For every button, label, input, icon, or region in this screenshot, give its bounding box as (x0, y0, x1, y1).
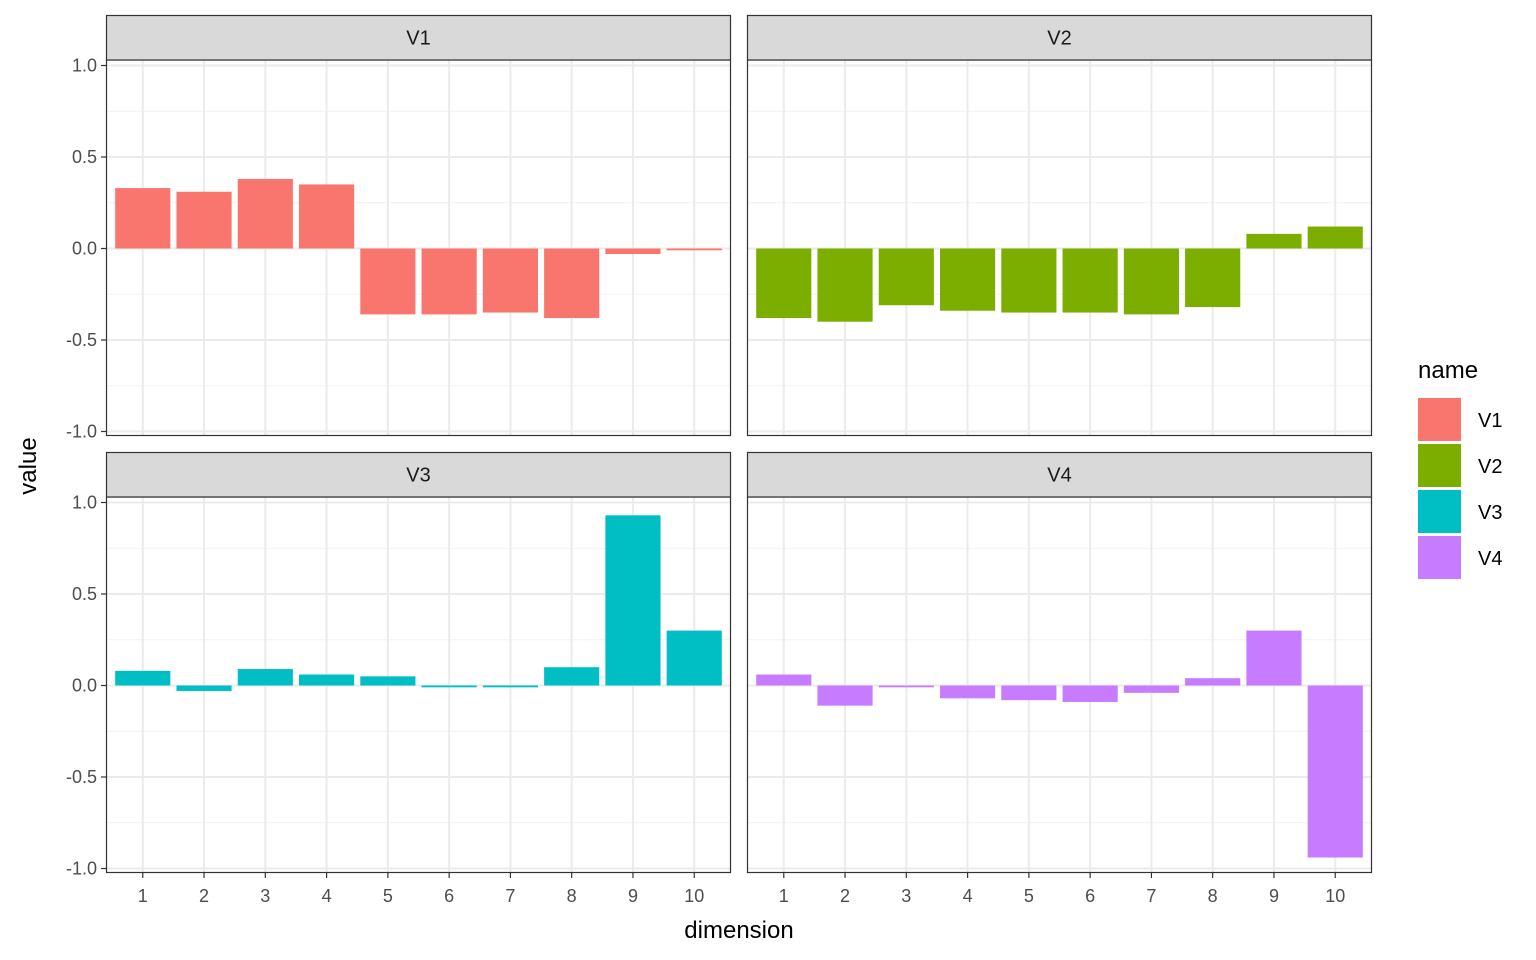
y-tick-label: -1.0 (66, 422, 97, 442)
bar-v1-3 (237, 178, 293, 249)
x-tick-label: 8 (567, 886, 577, 906)
bar-v2-1 (756, 248, 812, 319)
x-tick-label: 8 (1208, 886, 1218, 906)
facet-strip-label: V3 (406, 465, 430, 487)
y-tick-label: 0.5 (72, 584, 97, 604)
x-tick-label: 5 (383, 886, 393, 906)
legend-label-v3: V3 (1478, 502, 1502, 524)
x-tick-label: 4 (322, 886, 332, 906)
legend-key-v3 (1418, 490, 1461, 533)
facet-panel-v2: V2 (746, 14, 1373, 437)
x-tick-label: 10 (684, 886, 704, 906)
facet-strip-label: V4 (1047, 465, 1071, 487)
bar-v4-5 (1001, 685, 1057, 701)
legend-key-v4 (1418, 536, 1461, 579)
bar-v3-9 (605, 515, 661, 686)
facet-strip-label: V1 (406, 28, 430, 50)
bar-v1-5 (360, 248, 416, 315)
bar-v1-2 (176, 191, 232, 249)
bar-v1-10 (666, 248, 722, 251)
bar-v4-2 (817, 685, 873, 706)
legend-key-v2 (1418, 444, 1461, 487)
bar-v1-8 (544, 248, 600, 319)
bar-v2-10 (1307, 226, 1363, 249)
x-tick-label: 1 (779, 886, 789, 906)
bar-v2-4 (940, 248, 996, 311)
bar-v4-9 (1246, 630, 1302, 686)
bar-v1-1 (115, 188, 171, 249)
legend-title: name (1418, 357, 1478, 384)
x-tick-label: 6 (444, 886, 454, 906)
legend-key-v1 (1418, 398, 1461, 441)
facet-panel-v4: V4 1 2 3 4 5 6 7 8 9 10 (746, 451, 1373, 906)
bar-v3-7 (482, 685, 538, 688)
bar-v1-6 (421, 248, 477, 315)
x-tick-label: 4 (963, 886, 973, 906)
bar-v3-4 (299, 674, 355, 686)
bar-v2-3 (878, 248, 934, 306)
legend-label-v2: V2 (1478, 456, 1502, 478)
bar-v1-9 (605, 248, 661, 254)
bar-v4-10 (1307, 685, 1363, 858)
facet-strip-label: V2 (1047, 28, 1071, 50)
x-tick-label: 9 (628, 886, 638, 906)
x-tick-label: 2 (840, 886, 850, 906)
facet-panels: V1 1.0 0.5 0.0 -0.5 -1.0 V2 V3 1.0 0.5 0.0 -0.5 -1.0… (66, 14, 1373, 906)
y-tick-label: 0.5 (72, 147, 97, 167)
x-tick-label: 7 (505, 886, 515, 906)
y-tick-label: -1.0 (66, 859, 97, 879)
facet-strip (105, 451, 732, 498)
bar-v1-7 (482, 248, 538, 313)
x-tick-label: 1 (138, 886, 148, 906)
x-tick-label: 7 (1146, 886, 1156, 906)
bar-v3-5 (360, 676, 416, 686)
bar-v3-2 (176, 685, 232, 691)
x-tick-label: 6 (1085, 886, 1095, 906)
x-tick-label: 3 (260, 886, 270, 906)
y-tick-label: 0.0 (72, 676, 97, 696)
facet-strip (746, 451, 1373, 498)
legend: name V1 V2 V3 V4 (1418, 357, 1502, 579)
y-tick-label: -0.5 (66, 330, 97, 350)
x-tick-label: 5 (1024, 886, 1034, 906)
bar-v2-9 (1246, 233, 1302, 249)
facet-strip (746, 14, 1373, 61)
x-axis-title: dimension (684, 917, 793, 944)
bar-v3-8 (544, 667, 600, 686)
y-tick-label: 1.0 (72, 56, 97, 76)
y-tick-label: -0.5 (66, 767, 97, 787)
bar-v2-5 (1001, 248, 1057, 313)
bar-v4-8 (1185, 678, 1241, 686)
bar-v4-6 (1062, 685, 1118, 702)
x-tick-label: 2 (199, 886, 209, 906)
bar-v2-6 (1062, 248, 1118, 313)
x-tick-label: 10 (1325, 886, 1345, 906)
y-axis-title: value (15, 437, 42, 494)
bar-v3-6 (421, 685, 477, 688)
bar-v3-1 (115, 670, 171, 686)
bar-v1-4 (299, 184, 355, 249)
bar-v4-7 (1123, 685, 1179, 693)
bar-v3-3 (237, 669, 293, 686)
x-tick-label: 3 (901, 886, 911, 906)
legend-items: V1 V2 V3 V4 (1418, 398, 1502, 579)
bar-v2-8 (1185, 248, 1241, 308)
y-tick-label: 0.0 (72, 239, 97, 259)
legend-label-v4: V4 (1478, 548, 1502, 570)
bar-v2-2 (817, 248, 873, 322)
bar-v4-3 (878, 685, 934, 688)
bar-v3-10 (666, 630, 722, 686)
facet-panel-v3: V3 1.0 0.5 0.0 -0.5 -1.0 1 2 3 4 5 6 7 8 9 10 (66, 451, 732, 906)
facet-strip (105, 14, 732, 61)
bar-v2-7 (1123, 248, 1179, 315)
x-tick-label: 9 (1269, 886, 1279, 906)
bar-v4-1 (756, 674, 812, 686)
legend-label-v1: V1 (1478, 410, 1502, 432)
y-tick-label: 1.0 (72, 493, 97, 513)
bar-v4-4 (940, 685, 996, 699)
facet-panel-v1: V1 1.0 0.5 0.0 -0.5 -1.0 (66, 14, 732, 442)
